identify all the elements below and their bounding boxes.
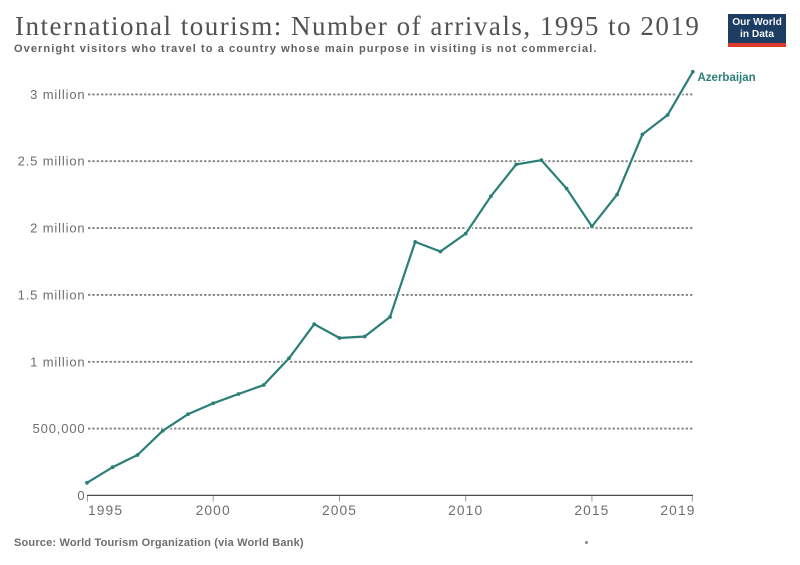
svg-text:1.5 million: 1.5 million: [18, 287, 86, 302]
svg-text:2 million: 2 million: [30, 221, 85, 236]
svg-text:500,000: 500,000: [33, 421, 86, 436]
svg-text:1 million: 1 million: [30, 354, 85, 369]
svg-text:2000: 2000: [196, 503, 231, 518]
svg-text:2010: 2010: [448, 503, 483, 518]
svg-text:2.5 million: 2.5 million: [18, 154, 86, 169]
svg-text:Azerbaijan: Azerbaijan: [698, 72, 756, 84]
svg-text:0: 0: [77, 488, 85, 503]
svg-text:2015: 2015: [574, 503, 609, 518]
svg-text:1995: 1995: [88, 503, 123, 518]
svg-text:3 million: 3 million: [30, 87, 85, 102]
svg-text:2019: 2019: [660, 503, 695, 518]
svg-text:2005: 2005: [322, 503, 357, 518]
